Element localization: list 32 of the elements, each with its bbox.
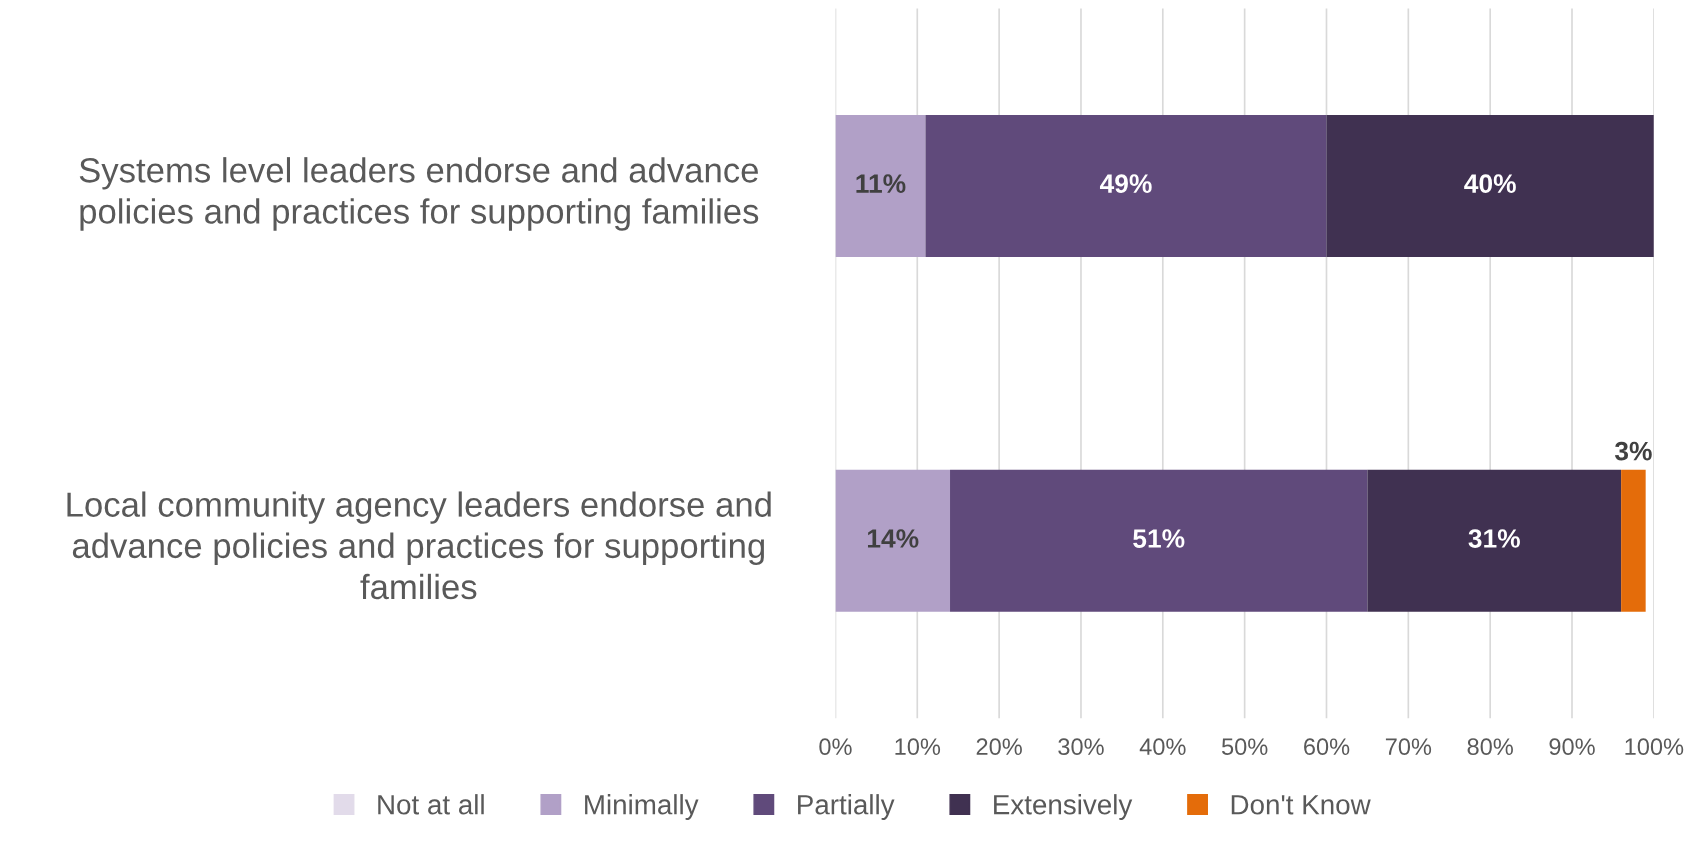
bar: [835, 469, 951, 612]
data-label: 49%: [1099, 174, 1152, 193]
data-label: 51%: [1133, 529, 1185, 548]
data-label: 40%: [1464, 174, 1516, 193]
legend-label: Extensively: [994, 794, 1133, 820]
data-label: 31%: [1468, 529, 1520, 548]
x-tick-label: 70%: [1385, 738, 1432, 756]
legend-label: Partially: [798, 794, 895, 820]
legend-label: Minimally: [585, 794, 699, 820]
x-tick-label: 0%: [819, 738, 852, 756]
bar: [925, 114, 1327, 257]
y-tick-label: Systems level leaders endorse and advance policies and practices for supporting families: [79, 157, 759, 231]
data-label: 14%: [867, 529, 919, 548]
legend-label: Not at all: [378, 794, 484, 815]
bar: [1621, 469, 1646, 612]
data-label: 3%: [1614, 441, 1652, 461]
bar: [1367, 469, 1622, 612]
y-tick-label: Local community agency leaders endorse and advance policies and practices for supporting families: [67, 491, 771, 600]
bar: [1326, 114, 1654, 257]
x-tick-label: 50%: [1221, 738, 1268, 756]
legend-label: Don't Know: [1231, 795, 1371, 815]
x-tick-label: 80%: [1467, 738, 1513, 756]
x-tick-label: 10%: [895, 738, 941, 756]
x-tick-label: 40%: [1139, 738, 1186, 756]
x-tick-label: 60%: [1304, 738, 1350, 756]
bar: [950, 469, 1368, 612]
x-tick-label: 30%: [1058, 738, 1104, 756]
bar: [835, 114, 926, 257]
data-label: 11%: [856, 174, 906, 193]
x-tick-label: 90%: [1549, 738, 1595, 756]
x-tick-label: 20%: [976, 738, 1022, 756]
x-tick-label: 100%: [1625, 738, 1684, 756]
